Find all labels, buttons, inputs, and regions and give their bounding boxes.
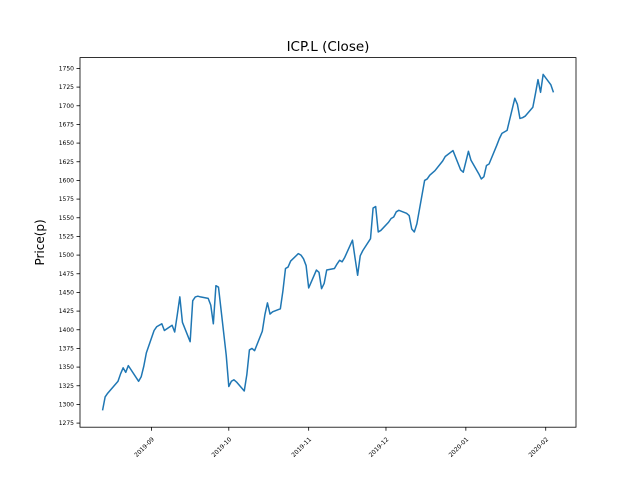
y-tick-label: 1500 [59,252,74,259]
y-tick-label: 1350 [59,364,74,371]
y-tick-label: 1650 [59,140,74,147]
y-tick-label: 1675 [59,122,74,129]
y-tick-label: 1625 [59,159,74,166]
y-tick-label: 1725 [59,84,74,91]
price-line [101,73,555,411]
x-tick-label: 2019-11 [290,436,313,459]
y-tick-label: 1400 [59,327,74,334]
y-tick-label: 1325 [59,383,74,390]
x-tick-label: 2020-01 [448,436,471,459]
x-tick-label: 2019-12 [368,436,391,459]
y-tick-label: 1525 [59,234,74,241]
y-tick-label: 1300 [59,402,74,409]
y-tick-label: 1575 [59,196,74,203]
y-tick-label: 1275 [59,420,74,427]
y-tick-label: 1450 [59,290,74,297]
x-tick-label: 2019-09 [133,436,156,459]
chart-title: ICP.L (Close) [287,39,370,55]
x-tick-label: 2019-10 [211,436,234,459]
y-axis-ticks: 1275 1300 1325 1350 1375 1400 1425 1450 1475 1500… [59,66,80,427]
y-tick-label: 1750 [59,66,74,73]
y-tick-label: 1375 [59,346,74,353]
y-axis-label: Price(p) [33,219,47,265]
plot-area-border [79,57,577,428]
x-axis-ticks: 2019-09 2019-10 2019-11 2019-12 2020-01 2020-… [133,427,550,459]
x-tick-label: 2020-02 [527,436,550,459]
y-tick-label: 1425 [59,308,74,315]
y-tick-label: 1550 [59,215,74,222]
y-tick-label: 1475 [59,271,74,278]
y-tick-label: 1600 [59,178,74,185]
y-tick-label: 1700 [59,103,74,110]
